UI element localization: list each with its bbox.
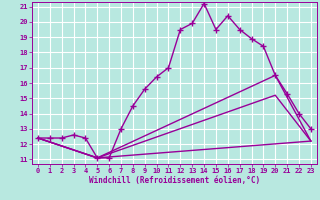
X-axis label: Windchill (Refroidissement éolien,°C): Windchill (Refroidissement éolien,°C): [89, 176, 260, 185]
